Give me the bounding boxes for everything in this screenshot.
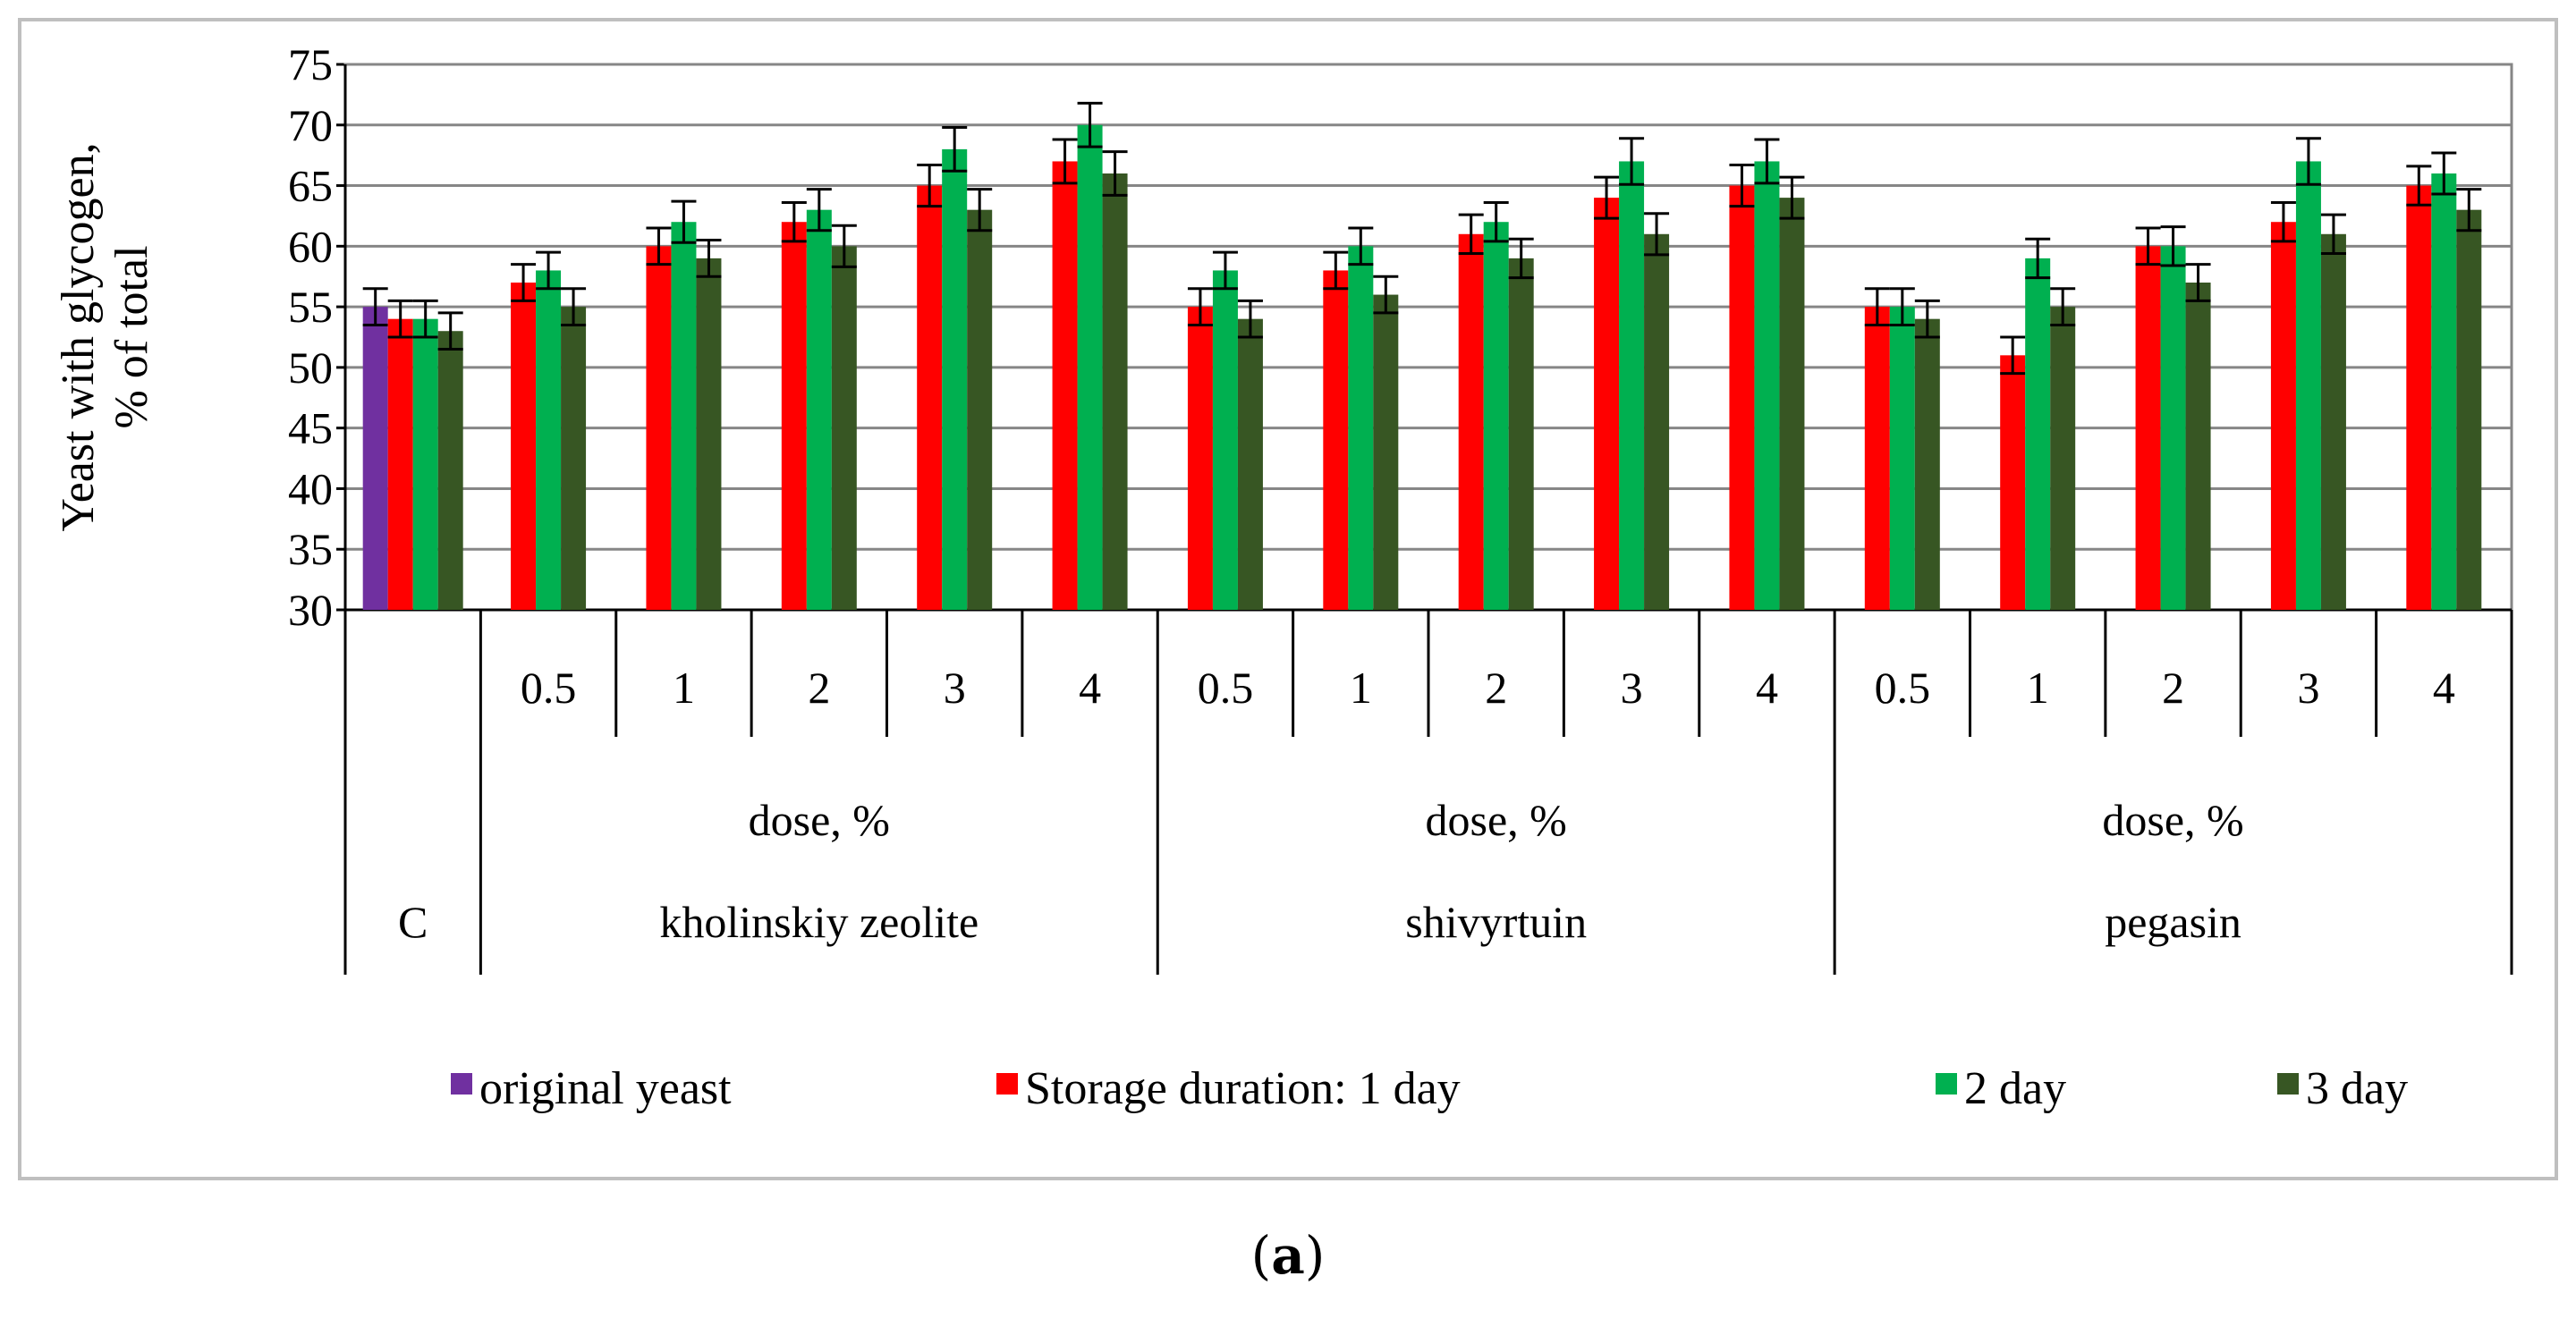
x-category-label: 0.5 bbox=[521, 663, 577, 713]
bar bbox=[1348, 246, 1374, 610]
x-group-label: pegasin bbox=[2105, 897, 2241, 947]
bar bbox=[1889, 307, 1915, 610]
bar bbox=[1373, 294, 1399, 610]
bar bbox=[1729, 185, 1755, 611]
x-category-label: 1 bbox=[2027, 663, 2049, 713]
bar bbox=[2160, 246, 2186, 610]
bar bbox=[1619, 161, 1645, 610]
bar bbox=[2025, 258, 2051, 610]
bar bbox=[561, 307, 587, 610]
y-tick-label: 60 bbox=[288, 221, 333, 271]
caption-open-paren: ( bbox=[1250, 1225, 1272, 1286]
bar bbox=[806, 209, 832, 610]
x-group-label: kholinskiy zeolite bbox=[659, 897, 979, 947]
bar bbox=[2431, 173, 2457, 610]
bar bbox=[1052, 161, 1078, 610]
bar bbox=[2185, 283, 2211, 610]
bar bbox=[942, 148, 968, 610]
bar bbox=[1594, 198, 1620, 610]
x-group-label: C bbox=[398, 897, 428, 947]
x-category-label: 3 bbox=[1621, 663, 1643, 713]
bar bbox=[1779, 198, 1805, 610]
bar bbox=[2320, 233, 2346, 610]
bar bbox=[1237, 318, 1263, 610]
legend-swatch bbox=[996, 1073, 1018, 1095]
bar bbox=[2406, 185, 2432, 611]
legend-label: original yeast bbox=[479, 1063, 732, 1114]
y-tick-label: 45 bbox=[288, 403, 333, 453]
x-category-label: 2 bbox=[2162, 663, 2184, 713]
bar bbox=[511, 283, 537, 610]
x-category-label: 1 bbox=[1350, 663, 1372, 713]
x-category-label: 4 bbox=[2433, 663, 2455, 713]
bar bbox=[2270, 222, 2296, 610]
bar bbox=[671, 222, 697, 610]
bar bbox=[362, 307, 388, 610]
bar bbox=[2135, 246, 2161, 610]
bar bbox=[1508, 258, 1534, 610]
y-tick-label: 30 bbox=[288, 585, 333, 635]
bar bbox=[1102, 173, 1128, 610]
x-category-label: 1 bbox=[673, 663, 695, 713]
chart-frame: 30 35 40 45 50 55 60 65 70 75 Yeast with glycogen,… bbox=[18, 18, 2558, 1180]
y-tick-label: 50 bbox=[288, 342, 333, 393]
bar bbox=[646, 246, 672, 610]
legend-label: 2 day bbox=[1964, 1063, 2066, 1114]
bar bbox=[1754, 161, 1780, 610]
bar-chart: 30 35 40 45 50 55 60 65 70 75 Yeast with glycogen,… bbox=[53, 39, 2513, 1114]
x-category-label: 2 bbox=[808, 663, 830, 713]
y-axis-label-line2: % of total bbox=[106, 245, 157, 428]
bar bbox=[387, 318, 413, 610]
bar bbox=[536, 270, 562, 610]
x-group-label: shivyrtuin bbox=[1405, 897, 1587, 947]
y-tick-label: 65 bbox=[288, 161, 333, 211]
x-category-label: 3 bbox=[944, 663, 966, 713]
bar bbox=[1914, 318, 1940, 610]
bar bbox=[1483, 222, 1509, 610]
bar bbox=[2050, 307, 2076, 610]
bar bbox=[1323, 270, 1349, 610]
bar bbox=[1077, 124, 1103, 610]
legend-label: Storage duration: 1 day bbox=[1025, 1063, 1461, 1114]
bar bbox=[917, 185, 943, 611]
legend-swatch bbox=[2277, 1073, 2299, 1095]
x-category-label: 3 bbox=[2297, 663, 2319, 713]
y-axis-label-line1: Yeast with glycogen, bbox=[53, 142, 104, 531]
y-tick-label: 35 bbox=[288, 524, 333, 574]
y-tick-label: 55 bbox=[288, 282, 333, 332]
bar bbox=[1864, 307, 1890, 610]
bar bbox=[2456, 209, 2482, 610]
bar bbox=[2295, 161, 2321, 610]
bar bbox=[1458, 233, 1484, 610]
bar bbox=[1187, 307, 1213, 610]
caption-close-paren: ) bbox=[1304, 1225, 1326, 1286]
x-dose-label: dose, % bbox=[749, 795, 890, 845]
bar bbox=[696, 258, 722, 610]
x-dose-label: dose, % bbox=[1426, 795, 1567, 845]
x-category-label: 0.5 bbox=[1198, 663, 1254, 713]
caption-letter: a bbox=[1271, 1225, 1305, 1286]
y-tick-label: 75 bbox=[288, 39, 333, 89]
bar bbox=[831, 246, 857, 610]
bar bbox=[2000, 355, 2026, 610]
bar bbox=[781, 222, 807, 610]
y-tick-label: 40 bbox=[288, 463, 333, 513]
x-dose-label: dose, % bbox=[2102, 795, 2243, 845]
figure-caption: (a) bbox=[0, 1225, 2576, 1286]
x-category-label: 0.5 bbox=[1875, 663, 1931, 713]
bar bbox=[1644, 233, 1670, 610]
bar bbox=[967, 209, 993, 610]
x-category-label: 4 bbox=[1756, 663, 1778, 713]
bar bbox=[412, 318, 438, 610]
x-category-label: 4 bbox=[1079, 663, 1101, 713]
legend-swatch bbox=[451, 1073, 472, 1095]
legend-swatch bbox=[1936, 1073, 1957, 1095]
x-category-label: 2 bbox=[1485, 663, 1507, 713]
legend-label: 3 day bbox=[2306, 1063, 2408, 1114]
bar bbox=[1212, 270, 1238, 610]
y-tick-label: 70 bbox=[288, 100, 333, 150]
bar bbox=[437, 331, 463, 610]
